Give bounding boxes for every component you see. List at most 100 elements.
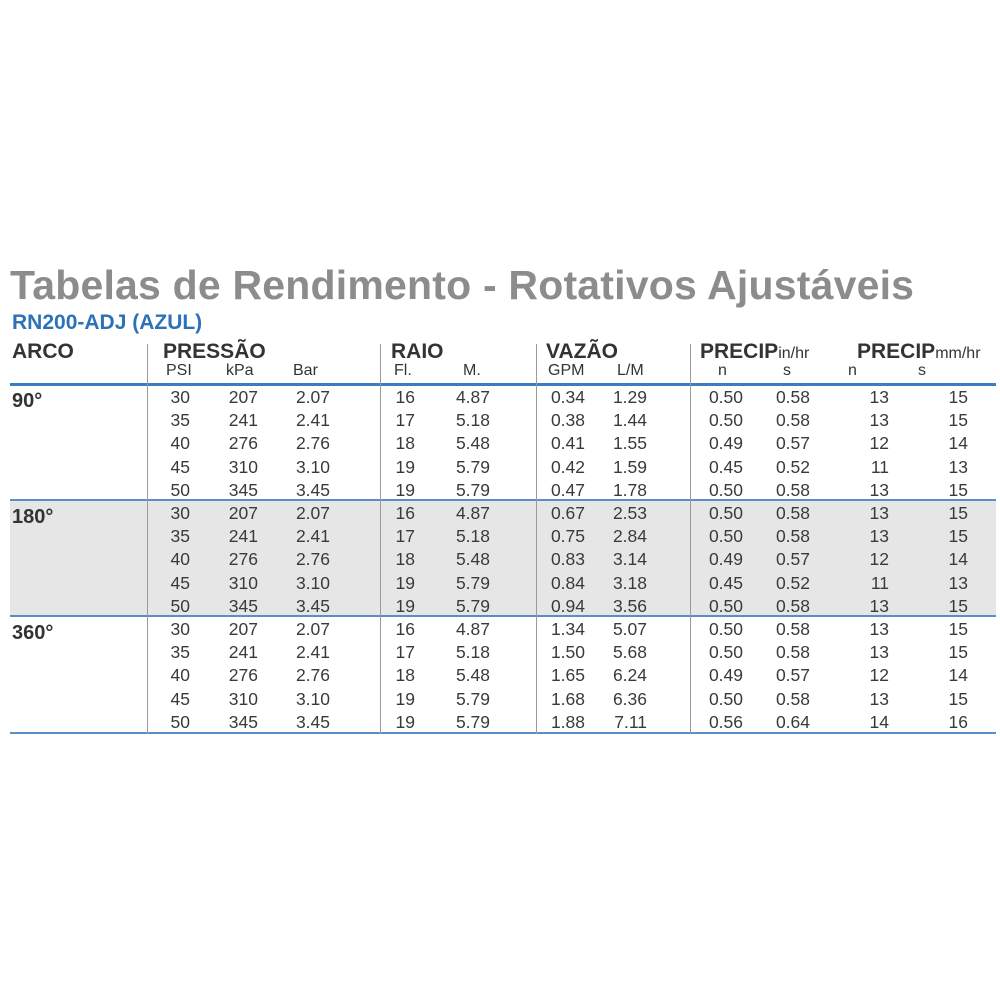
cell-precip-in-n: 0.50 [708,387,743,407]
group-rule-2 [10,615,996,617]
cell-ft: 19 [395,688,415,709]
cell-precip-mm-n: 11 [870,572,889,593]
cell-bar: 2.76 [295,549,330,570]
cell-gpm: 1.65 [550,665,585,686]
cell-precip-mm-s: 14 [948,433,968,454]
cell-precip-mm-n: 12 [869,665,889,686]
cell-precip-mm-n: 13 [869,688,889,709]
header-arco: ARCO [12,340,74,363]
cell-precip-in-n: 0.50 [708,688,743,709]
cell-lm: 6.24 [612,665,647,686]
cell-bar: 2.41 [295,410,330,431]
cell-psi: 30 [170,387,190,407]
column-divider [536,344,537,734]
cell-precip-mm-s: 13 [948,456,968,477]
cell-ft: 19 [395,572,415,593]
cell-psi: 40 [170,549,190,570]
cell-kpa: 276 [228,549,258,570]
cell-gpm: 0.75 [550,526,585,547]
header-raio: RAIO [391,340,444,363]
cell-gpm: 1.50 [550,642,585,663]
cell-psi: 50 [170,711,190,732]
cell-precip-in-s: 0.58 [775,387,810,407]
subheader-in-s: s [783,362,791,379]
cell-m: 5.79 [455,595,490,616]
subheader-ft: Fl. [394,362,412,379]
header-precip-in-unit: in/hr [778,345,810,362]
cell-m: 5.18 [455,526,490,547]
cell-gpm: 1.68 [550,688,585,709]
cell-precip-mm-n: 13 [869,503,889,523]
cell-lm: 3.56 [612,595,647,616]
cell-precip-in-s: 0.58 [775,526,810,547]
subheader-m: M. [463,362,481,379]
cell-m: 5.48 [455,433,490,454]
cell-precip-in-n: 0.50 [708,526,743,547]
page-title: Tabelas de Rendimento - Rotativos Ajustá… [10,262,915,308]
cell-precip-mm-s: 14 [948,665,968,686]
header-precip-mm: PRECIPmm/hr [857,340,981,364]
cell-m: 4.87 [455,387,490,407]
cell-lm: 5.68 [612,642,647,663]
cell-precip-in-n: 0.45 [708,456,743,477]
cell-psi: 40 [170,433,190,454]
arc-label: 90° [12,390,43,412]
cell-precip-mm-n: 13 [869,526,889,547]
cell-m: 5.79 [455,572,490,593]
header-precip-mm-unit: mm/hr [935,345,981,362]
cell-psi: 45 [170,572,190,593]
header-precip-in: PRECIPin/hr [700,340,809,364]
cell-gpm: 1.34 [550,619,585,639]
cell-kpa: 310 [228,572,258,593]
cell-m: 5.48 [455,665,490,686]
cell-psi: 30 [170,619,190,639]
cell-bar: 2.07 [295,503,330,523]
cell-precip-mm-n: 13 [869,479,889,500]
group-rule-1 [10,499,996,501]
cell-precip-in-n: 0.49 [708,549,743,570]
cell-bar: 3.45 [295,711,330,732]
cell-bar: 3.45 [295,479,330,500]
cell-precip-mm-s: 13 [948,572,968,593]
cell-gpm: 0.83 [550,549,585,570]
cell-gpm: 0.94 [550,595,585,616]
cell-ft: 17 [395,526,415,547]
cell-gpm: 0.41 [550,433,585,454]
cell-bar: 2.07 [295,619,330,639]
cell-precip-in-s: 0.58 [775,595,810,616]
header-rule [10,383,996,386]
cell-precip-in-n: 0.49 [708,433,743,454]
cell-precip-mm-n: 13 [869,619,889,639]
cell-psi: 50 [170,595,190,616]
cell-precip-in-n: 0.50 [708,595,743,616]
cell-gpm: 0.47 [550,479,585,500]
cell-precip-mm-n: 11 [870,456,889,477]
cell-bar: 2.41 [295,526,330,547]
cell-m: 5.79 [455,711,490,732]
cell-precip-mm-s: 15 [948,619,968,639]
cell-precip-in-s: 0.57 [775,665,810,686]
cell-precip-in-s: 0.52 [775,572,810,593]
cell-precip-in-s: 0.64 [775,711,810,732]
cell-precip-in-s: 0.57 [775,433,810,454]
cell-ft: 17 [395,642,415,663]
cell-precip-in-n: 0.50 [708,619,743,639]
cell-m: 5.79 [455,456,490,477]
cell-precip-mm-n: 13 [869,642,889,663]
cell-lm: 1.78 [612,479,647,500]
cell-lm: 6.36 [612,688,647,709]
cell-precip-mm-s: 16 [948,711,968,732]
cell-kpa: 345 [228,595,258,616]
cell-precip-mm-s: 15 [948,688,968,709]
cell-precip-mm-n: 14 [869,711,889,732]
cell-precip-mm-s: 15 [948,526,968,547]
cell-ft: 19 [395,479,415,500]
cell-kpa: 241 [228,642,258,663]
cell-lm: 3.18 [612,572,647,593]
cell-bar: 2.76 [295,665,330,686]
cell-psi: 35 [170,642,190,663]
cell-bar: 2.07 [295,387,330,407]
cell-precip-in-n: 0.50 [708,479,743,500]
cell-kpa: 345 [228,711,258,732]
model-subtitle: RN200-ADJ (AZUL) [12,311,203,334]
